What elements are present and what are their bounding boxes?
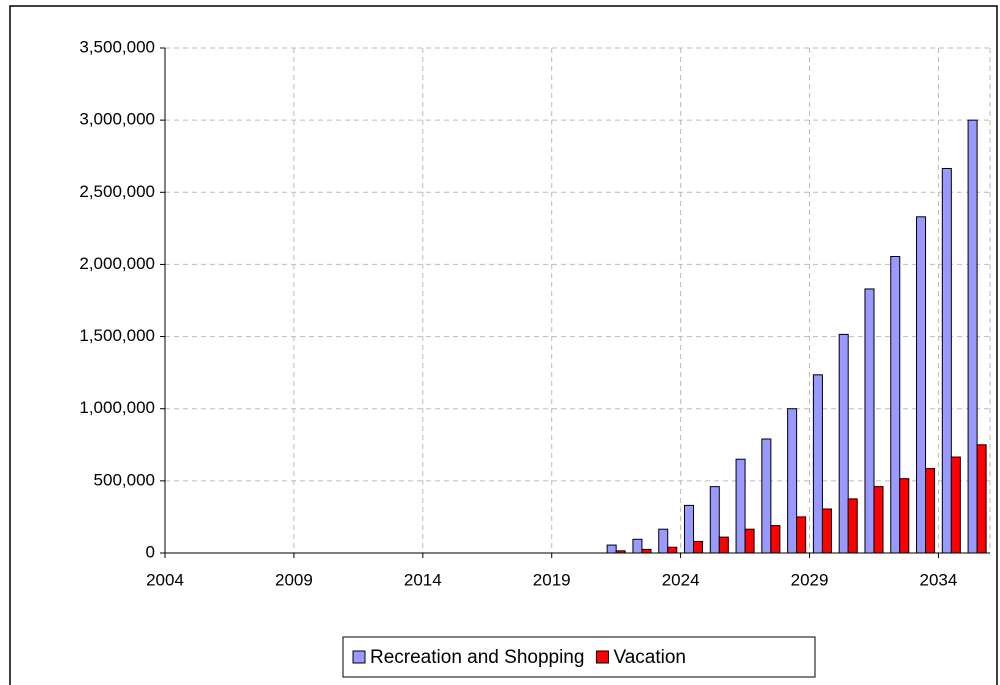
x-tick-label: 2019 xyxy=(533,570,571,589)
bar xyxy=(787,408,798,554)
bar xyxy=(812,374,823,554)
bar xyxy=(821,508,832,554)
bar xyxy=(976,444,987,554)
bar xyxy=(770,525,781,554)
bar xyxy=(718,536,729,554)
bar xyxy=(735,458,746,554)
x-tick-label: 2034 xyxy=(920,570,958,589)
y-tick-label: 3,500,000 xyxy=(79,37,155,56)
bar xyxy=(838,333,849,554)
y-tick-label: 1,000,000 xyxy=(79,398,155,417)
bar xyxy=(950,456,961,554)
y-tick-label: 2,000,000 xyxy=(79,254,155,273)
y-tick-label: 0 xyxy=(146,542,155,561)
bar xyxy=(658,528,669,554)
legend-swatch xyxy=(352,650,366,664)
bar xyxy=(632,538,643,554)
bar xyxy=(667,546,678,554)
bar xyxy=(864,288,875,554)
chart-frame xyxy=(9,5,998,685)
bar xyxy=(899,478,910,554)
bar xyxy=(967,119,978,554)
y-tick-label: 2,500,000 xyxy=(79,182,155,201)
bar xyxy=(683,504,695,554)
legend-box xyxy=(342,636,816,678)
x-tick-label: 2024 xyxy=(662,570,700,589)
bar xyxy=(890,255,901,554)
bar xyxy=(744,528,755,554)
x-tick-label: 2009 xyxy=(275,570,313,589)
bar xyxy=(796,516,807,554)
bar xyxy=(925,468,936,554)
bar xyxy=(641,548,652,554)
bar xyxy=(761,438,772,554)
legend-swatch xyxy=(595,650,609,664)
bar xyxy=(709,486,720,554)
x-tick-label: 2029 xyxy=(791,570,829,589)
bar xyxy=(847,498,858,554)
x-tick-label: 2004 xyxy=(146,570,184,589)
y-tick-label: 500,000 xyxy=(94,470,155,489)
bar xyxy=(693,540,704,554)
legend-label: Recreation and Shopping xyxy=(370,647,584,668)
x-tick-label: 2014 xyxy=(404,570,442,589)
bar xyxy=(941,167,952,554)
bar xyxy=(916,216,927,554)
bar xyxy=(606,544,617,554)
legend-label: Vacation xyxy=(613,647,686,668)
bar xyxy=(873,486,884,554)
y-tick-label: 3,000,000 xyxy=(79,110,155,129)
y-tick-label: 1,500,000 xyxy=(79,326,155,345)
